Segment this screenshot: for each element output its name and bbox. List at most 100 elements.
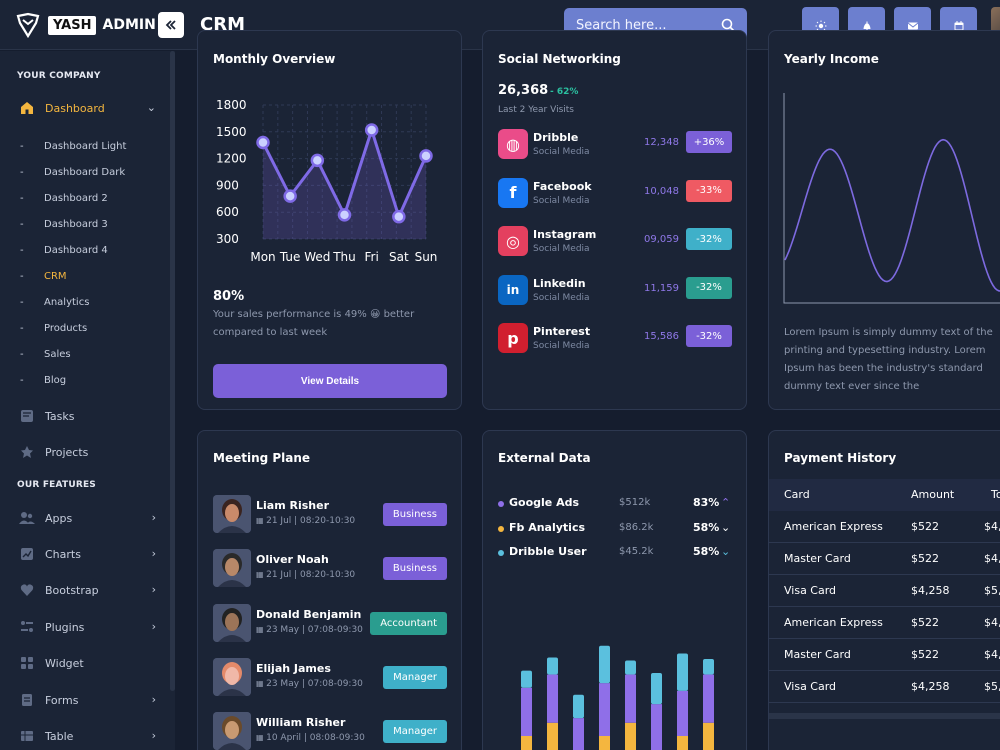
sidebar-subitem[interactable]: - CRM [20,267,67,285]
bar-segment[interactable] [573,694,584,719]
table-row[interactable]: American Express $522 $4, [769,511,1000,543]
data-point[interactable] [256,135,270,150]
logo[interactable]: YASH ADMIN [14,11,156,39]
bar-segment[interactable] [521,736,532,750]
meeting-row[interactable]: Oliver Noah ▦ 21 Jul | 08:20-10:30 Busines… [213,549,447,589]
social-row[interactable]: ◎ Instagram Social Media 09,059 -32% [498,226,732,258]
data-point[interactable] [364,123,379,137]
external-row[interactable]: Google Ads $512k 83% ⌃ [498,496,732,512]
user-avatar[interactable] [991,7,1000,44]
bar-segment[interactable] [677,690,688,736]
meeting-row[interactable]: Liam Risher ▦ 21 Jul | 08:20-10:30 Busines… [213,495,447,535]
view-details-button[interactable]: View Details [213,364,447,398]
social-row[interactable]: in Linkedin Social Media 11,159 -32% [498,274,732,307]
sidebar-item-dashboard[interactable]: Dashboard ⌄ [17,96,162,120]
data-point[interactable] [283,189,297,203]
bar-segment[interactable] [521,687,532,736]
bar-segment[interactable] [599,683,610,736]
role-tag[interactable]: Business [382,557,447,581]
bar-segment[interactable] [625,722,636,750]
external-row[interactable]: Fb Analytics $86.2k 58% ⌄ [498,521,732,537]
amount-cell: $4,258 [911,680,950,693]
sidebar-subitem[interactable]: - Dashboard Light [20,137,126,155]
table-row[interactable]: Visa Card $4,258 $5, [769,575,1000,607]
sidebar-subitem[interactable]: - Blog [20,371,66,389]
data-point[interactable] [392,209,406,224]
sidebar-item-apps[interactable]: Apps › [17,506,162,530]
bar-segment[interactable] [573,718,584,750]
bar-segment[interactable] [547,674,558,723]
data-point[interactable] [337,208,352,222]
social-row[interactable]: f Facebook Social Media 10,048 -33% [498,177,732,210]
bar-segment[interactable] [703,674,714,723]
plugins-icon [17,617,37,637]
meeting-row[interactable]: Donald Benjamin ▦ 23 May | 07:08-09:30 Acc… [213,603,447,644]
meeting-date: ▦ 10 April | 08:08-09:30 [256,733,365,743]
role-tag[interactable]: Accountant [370,611,447,635]
sidebar-subitem[interactable]: - Dashboard 3 [20,215,108,233]
sidebar-subitem[interactable]: - Products [20,319,87,337]
table-scrollbar[interactable] [769,713,1000,719]
bar-segment[interactable] [651,704,662,750]
logo-yash: YASH [48,15,97,35]
sidebar-subitem-label: Sales [44,348,71,360]
avatar [213,495,251,533]
sidebar-subitem[interactable]: - Analytics [20,293,89,311]
sidebar-subitem[interactable]: - Dashboard 2 [20,189,108,207]
bar-segment[interactable] [521,670,532,688]
sidebar-item-forms[interactable]: Forms › [17,688,162,712]
table-row[interactable]: Master Card $522 $4, [769,639,1000,671]
bar-segment[interactable] [625,660,636,675]
sidebar-subitem[interactable]: - Sales [20,345,71,363]
data-point[interactable] [419,149,433,163]
data-point[interactable] [310,153,325,168]
monthly-line-chart: 1800 1500 1200 900 600 300 Mon Tue Wed Thu Fri Sat S… [216,98,437,264]
search-input[interactable] [576,17,721,33]
sidebar-toggle-button[interactable] [158,12,184,38]
bar-segment[interactable] [625,674,636,723]
bar-segment[interactable] [547,722,558,750]
page-title: CRM [200,14,245,35]
bar-segment[interactable] [703,722,714,750]
sidebar-item-plugins[interactable]: Plugins › [17,615,162,639]
meeting-date: ▦ 21 Jul | 08:20-10:30 [256,570,355,580]
chevron-right-icon: › [151,729,156,742]
role-tag[interactable]: Manager [383,720,447,744]
role-tag[interactable]: Business [382,503,447,526]
meeting-row[interactable]: William Risher ▦ 10 April | 08:08-09:30 Ma… [213,712,447,750]
sidebar-item-projects[interactable]: Projects [17,440,162,464]
table-row[interactable]: Visa Card $4,258 $5, [769,671,1000,703]
sidebar-subitem[interactable]: - Dashboard 4 [20,241,108,259]
dash-bullet: - [20,270,24,282]
bar-segment[interactable] [547,657,558,675]
total-visits: 26,368 [498,83,549,98]
table-row[interactable]: American Express $522 $4, [769,607,1000,639]
bar-segment[interactable] [599,645,610,684]
x-tick-label: Fri [365,250,379,264]
to-cell: $5, [984,584,1000,597]
sidebar-scrollbar[interactable] [170,51,175,691]
sidebar-item-tasks[interactable]: Tasks [17,404,162,428]
linkedin-icon: in [498,274,528,305]
sidebar-item-bootstrap[interactable]: Bootstrap › [17,578,162,602]
meeting-date-text: 21 Jul | 08:20-10:30 [266,570,356,581]
sidebar-item-charts[interactable]: Charts › [17,542,162,566]
bar-segment[interactable] [599,736,610,750]
card-cell: American Express [784,616,883,629]
social-row[interactable]: ◍ Dribble Social Media 12,348 +36% [498,129,732,161]
sidebar-item-table[interactable]: Table › [17,724,162,748]
mail-icon [907,22,918,29]
social-row[interactable]: p Pinterest Social Media 15,586 -32% [498,323,732,355]
table-row[interactable]: Master Card $522 $4, [769,543,1000,575]
meeting-date: ▦ 23 May | 07:08-09:30 [256,679,363,689]
external-row[interactable]: Dribble User $45.2k 58% ⌄ [498,545,732,561]
bar-segment[interactable] [651,673,662,705]
role-tag[interactable]: Manager [383,665,447,689]
bar-segment[interactable] [703,659,714,675]
bar-segment[interactable] [677,736,688,750]
sidebar-item-widget[interactable]: Widget [17,651,162,675]
sidebar-subitem[interactable]: - Dashboard Dark [20,163,125,181]
meeting-row[interactable]: Elijah James ▦ 23 May | 07:08-09:30 Manage… [213,657,447,698]
bar-segment[interactable] [677,653,688,691]
change-badge: -32% [686,276,732,299]
